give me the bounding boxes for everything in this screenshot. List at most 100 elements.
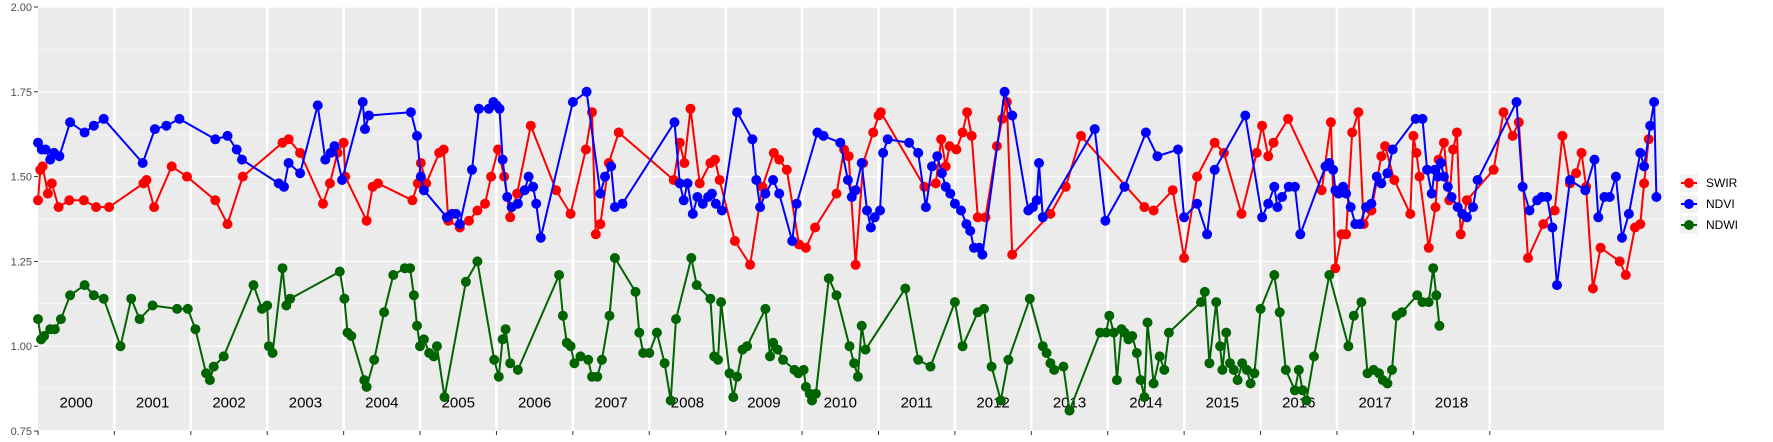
data-point-swir (237, 171, 248, 182)
data-point-ndwi (505, 358, 516, 369)
data-point-swir (480, 198, 490, 209)
data-point-ndvi (609, 202, 620, 213)
data-point-ndvi (1140, 127, 1151, 138)
data-point-ndwi (405, 263, 416, 274)
y-tick-label: 1.75 (11, 87, 32, 99)
data-point-ndvi (451, 208, 461, 219)
data-point-ndvi (842, 175, 853, 185)
data-point-swir (318, 198, 328, 209)
data-point-ndwi (583, 354, 594, 365)
data-point-ndwi (1211, 297, 1222, 308)
data-point-ndwi (1356, 297, 1367, 308)
data-point-ndvi (856, 158, 867, 168)
data-point-ndwi (88, 290, 99, 301)
data-point-swir (104, 202, 115, 213)
data-point-ndvi (137, 158, 148, 168)
data-point-ndwi (334, 266, 345, 277)
data-point-ndvi (1037, 212, 1048, 223)
data-point-swir (972, 212, 983, 223)
y-tick-label: 2.00 (11, 2, 32, 14)
data-point-ndwi (65, 290, 76, 301)
data-point-ndvi (674, 178, 685, 189)
data-point-ndwi (852, 371, 863, 382)
data-point-ndvi (710, 198, 721, 209)
data-point-ndwi (285, 293, 296, 304)
data-point-ndvi (669, 117, 680, 128)
data-point-swir (33, 195, 43, 206)
data-point-ndwi (1215, 341, 1226, 352)
data-point-swir (1167, 185, 1178, 196)
data-point-swir (843, 151, 854, 162)
data-point-ndvi (878, 147, 889, 158)
data-point-swir (53, 202, 64, 213)
year-label: 2000 (60, 394, 93, 411)
data-point-ndvi (965, 225, 976, 236)
data-point-swir (210, 195, 221, 206)
data-point-ndwi (55, 314, 66, 325)
data-point-ndvi (1345, 202, 1356, 213)
y-tick-label: 1.00 (11, 341, 32, 353)
data-point-ndwi (147, 300, 158, 311)
data-point-swir (1595, 242, 1606, 253)
data-point-ndwi (33, 314, 43, 325)
data-point-ndvi (787, 236, 798, 246)
data-point-swir (1639, 178, 1650, 189)
data-point-swir (565, 208, 576, 219)
data-point-ndwi (98, 293, 109, 304)
data-point-ndvi (237, 154, 247, 165)
data-point-ndvi (161, 120, 172, 131)
data-point-swir (1380, 141, 1391, 152)
data-point-ndwi (900, 283, 911, 294)
data-point-ndwi (1104, 310, 1115, 321)
data-point-swir (283, 134, 294, 145)
data-point-ndwi (728, 392, 739, 403)
data-point-swir (1448, 144, 1459, 155)
data-point-ndwi (493, 371, 504, 382)
data-point-swir (166, 161, 177, 172)
data-point-ndvi (1511, 97, 1522, 107)
data-point-ndwi (957, 341, 968, 352)
data-point-swir (980, 212, 991, 223)
data-point-ndwi (1293, 364, 1304, 375)
data-point-ndvi (535, 232, 546, 243)
data-point-ndvi (1435, 158, 1446, 168)
grid-major (38, 6, 1664, 432)
data-point-ndwi (489, 354, 500, 365)
data-point-ndwi (1274, 307, 1285, 318)
data-point-ndwi (1221, 327, 1232, 338)
data-point-ndvi (418, 185, 429, 196)
data-point-swir (710, 154, 720, 165)
data-point-swir (768, 147, 779, 158)
data-point-ndwi (1204, 358, 1215, 369)
data-point-ndwi (1108, 327, 1119, 338)
data-point-ndwi (634, 327, 645, 338)
data-point-ndwi (1135, 375, 1146, 386)
data-point-swir (875, 107, 886, 118)
data-point-ndwi (79, 280, 90, 291)
data-point-ndvi (1295, 229, 1306, 240)
data-point-ndwi (277, 263, 288, 274)
data-point-ndvi (1179, 212, 1190, 223)
data-point-swir (1411, 147, 1422, 158)
data-point-swir (1179, 253, 1190, 263)
data-point-ndwi (1297, 385, 1308, 396)
data-point-ndvi (523, 171, 534, 182)
data-point-swir (512, 188, 523, 199)
data-point-ndvi (1089, 124, 1100, 135)
data-point-ndvi (835, 137, 846, 148)
data-point-swir (694, 178, 705, 189)
data-point-swir (1488, 164, 1499, 175)
data-point-ndvi (999, 86, 1010, 97)
data-point-ndvi (231, 144, 242, 155)
data-point-ndwi (346, 331, 357, 341)
data-point-ndwi (1396, 307, 1407, 318)
legend-key-dot-ndwi (1684, 220, 1694, 230)
data-point-ndwi (979, 303, 989, 314)
data-point-ndvi (617, 198, 628, 209)
data-point-ndvi (174, 113, 185, 124)
data-point-swir (407, 195, 418, 206)
data-point-ndwi (1428, 263, 1439, 274)
data-point-ndwi (1159, 364, 1170, 375)
data-point-ndwi (267, 348, 278, 358)
data-point-ndwi (1412, 290, 1423, 301)
